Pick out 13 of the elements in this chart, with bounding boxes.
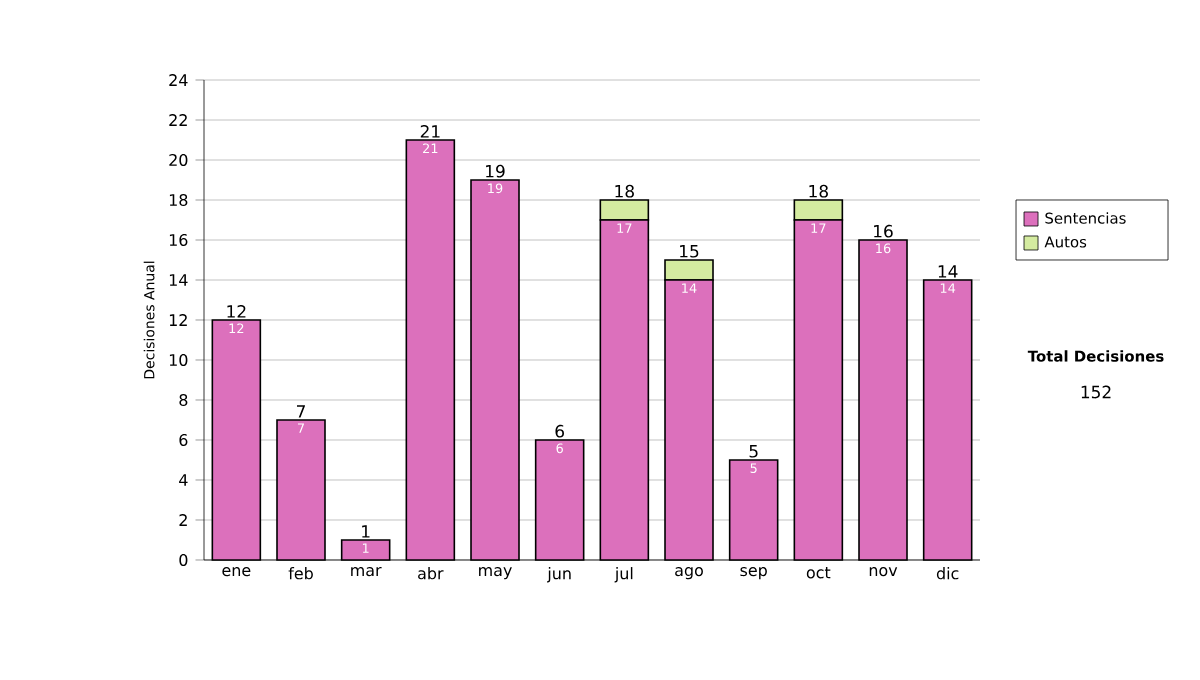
total-label: 6 [555, 424, 564, 438]
total-label: 5 [749, 445, 758, 458]
total-label: 7 [296, 405, 305, 418]
text: 152 [1081, 385, 1111, 399]
total-label: 18 [809, 184, 828, 198]
total-label: 14 [938, 265, 958, 278]
total-label: 21 [420, 125, 440, 138]
total-label: 19 [486, 164, 505, 178]
total-label: 12 [227, 305, 246, 318]
total-label: 15 [680, 245, 699, 258]
total-label: 16 [874, 224, 893, 238]
total-label: 1 [362, 525, 370, 538]
total-label: 18 [615, 184, 634, 198]
